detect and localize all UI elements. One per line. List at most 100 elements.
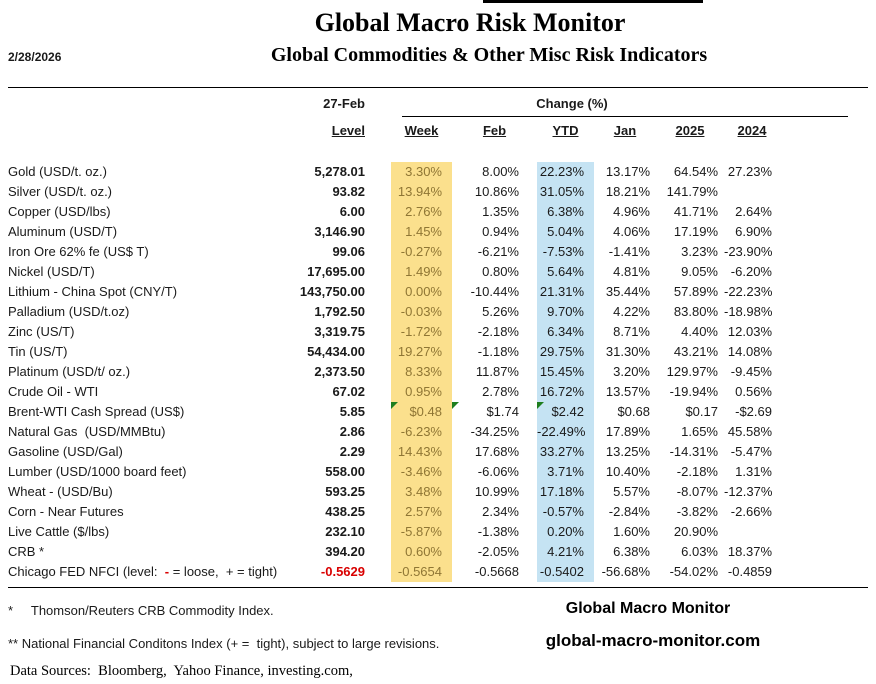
row-label: Wheat - (USD/Bu) <box>8 484 113 499</box>
cell-jan: 17.89% <box>605 424 650 439</box>
cell-feb: 11.87% <box>475 364 519 379</box>
cell-y2024: 45.58% <box>727 424 772 439</box>
cell-week: -5.87% <box>391 522 452 542</box>
cell-ytd: $2.42 <box>537 402 594 422</box>
table-row: Gasoline (USD/Gal) 2.29 14.43% 17.68% 33.27%… <box>8 442 780 462</box>
loose-minus-indicator: - <box>164 564 170 579</box>
cell-feb: $1.74 <box>452 402 537 422</box>
cell-level: 438.25 <box>325 504 365 519</box>
cell-jan: 35.44% <box>605 284 650 299</box>
cell-ytd: 21.31% <box>537 282 594 302</box>
row-label: Palladium (USD/t.oz) <box>8 304 130 319</box>
cell-y2025: 6.03% <box>681 544 718 559</box>
cell-week: 14.43% <box>391 442 452 462</box>
row-label: Platinum (USD/t/ oz.) <box>8 364 131 379</box>
table-row: Nickel (USD/T) 17,695.00 1.49% 0.80% 5.64% 4.… <box>8 262 780 282</box>
cell-y2024 <box>724 522 780 542</box>
cell-ytd: 17.18% <box>537 482 594 502</box>
table-row: Natural Gas (USD/MMBtu) 2.86 -6.23% -34.25%… <box>8 422 780 442</box>
cell-week: -0.03% <box>391 302 452 322</box>
cell-ytd: 6.34% <box>537 322 594 342</box>
brand-name: Global Macro Monitor <box>565 600 731 617</box>
cell-feb: 8.00% <box>482 164 519 179</box>
row-label: Natural Gas (USD/MMBtu) <box>8 424 166 439</box>
row-label: Gold (USD/t. oz.) <box>8 164 107 179</box>
cell-jan: 5.57% <box>613 484 650 499</box>
page-subtitle: Global Commodities & Other Misc Risk Ind… <box>270 44 708 66</box>
cell-jan: -1.41% <box>608 244 650 259</box>
cell-y2025: $0.17 <box>685 404 718 419</box>
cell-jan: 1.60% <box>613 524 650 539</box>
cell-y2025: 20.90% <box>673 524 718 539</box>
table-header-row: Level Week Feb YTD Jan 2025 2024 <box>8 120 780 142</box>
cell-jan: 4.96% <box>613 204 650 219</box>
divider-bottom <box>8 587 868 588</box>
cell-level: 3,319.75 <box>314 324 365 339</box>
column-header-2024: 2024 <box>737 123 767 138</box>
cell-jan: 6.38% <box>613 544 650 559</box>
row-label: Silver (USD/t. oz.) <box>8 184 113 199</box>
row-label: Chicago FED NFCI (level: - = loose, + = … <box>8 564 278 579</box>
cell-week: $0.48 <box>391 402 452 422</box>
cell-ytd: 15.45% <box>537 362 594 382</box>
row-label: CRB * <box>8 544 45 559</box>
cell-comment-marker-icon <box>452 402 459 409</box>
row-label: Lithium - China Spot (CNY/T) <box>8 284 178 299</box>
cell-ytd: 22.23% <box>537 162 594 182</box>
cell-feb: -6.21% <box>477 244 519 259</box>
cell-level: 54,434.00 <box>307 344 365 359</box>
cell-week: -1.72% <box>391 322 452 342</box>
brand-website: global-macro-monitor.com <box>545 631 761 650</box>
cell-y2025: 17.19% <box>673 224 718 239</box>
cell-y2025: 41.71% <box>673 204 718 219</box>
cell-level: 143,750.00 <box>299 284 365 299</box>
column-header-2025: 2025 <box>675 123 705 138</box>
cell-y2024: 0.56% <box>735 384 772 399</box>
cell-week: -3.46% <box>391 462 452 482</box>
table-body: Gold (USD/t. oz.) 5,278.01 3.30% 8.00% 22.23… <box>8 162 780 582</box>
cell-y2024 <box>724 182 780 202</box>
cell-y2024: 18.37% <box>727 544 772 559</box>
cell-y2025: 43.21% <box>673 344 718 359</box>
cell-y2025: -3.82% <box>676 504 718 519</box>
table-row: Brent-WTI Cash Spread (US$) 5.85 $0.48 $1.7… <box>8 402 780 422</box>
cell-ytd: 9.70% <box>537 302 594 322</box>
cell-week: -6.23% <box>391 422 452 442</box>
cell-y2024: -12.37% <box>724 484 773 499</box>
cell-y2025: 64.54% <box>673 164 718 179</box>
cell-jan: 31.30% <box>605 344 650 359</box>
cell-feb: 10.86% <box>474 184 519 199</box>
column-header-feb: Feb <box>482 123 507 138</box>
change-group-underline <box>402 116 848 117</box>
cell-comment-marker-icon <box>391 402 398 409</box>
cell-ytd: 0.20% <box>537 522 594 542</box>
row-label: Live Cattle ($/lbs) <box>8 524 110 539</box>
cell-y2025: 1.65% <box>681 424 718 439</box>
header-spacer <box>8 120 285 142</box>
cell-jan: -56.68% <box>601 564 650 579</box>
top-edge-strip <box>483 0 703 3</box>
column-header-ytd: YTD <box>552 123 579 138</box>
cell-jan: 8.71% <box>613 324 650 339</box>
cell-jan: 18.21% <box>605 184 650 199</box>
cell-week: -0.27% <box>391 242 452 262</box>
cell-y2025: -8.07% <box>676 484 718 499</box>
cell-feb: -2.18% <box>477 324 519 339</box>
cell-level: 17,695.00 <box>307 264 365 279</box>
row-label: Aluminum (USD/T) <box>8 224 118 239</box>
cell-level: 93.82 <box>332 184 365 199</box>
table-row: Silver (USD/t. oz.) 93.82 13.94% 10.86% 31.0… <box>8 182 780 202</box>
row-label: Nickel (USD/T) <box>8 264 95 279</box>
cell-week: 8.33% <box>391 362 452 382</box>
column-header-week: Week <box>404 123 439 138</box>
table-row: Crude Oil - WTI 67.02 0.95% 2.78% 16.72% 13.5… <box>8 382 780 402</box>
cell-y2024: 2.64% <box>735 204 772 219</box>
cell-feb: 5.26% <box>482 304 519 319</box>
cell-level: 5.85 <box>339 404 365 419</box>
cell-y2024: 6.90% <box>735 224 772 239</box>
cell-level: 558.00 <box>325 464 365 479</box>
cell-y2025: -2.18% <box>676 464 718 479</box>
cell-week: 1.45% <box>391 222 452 242</box>
cell-ytd: -0.5402 <box>537 562 594 582</box>
